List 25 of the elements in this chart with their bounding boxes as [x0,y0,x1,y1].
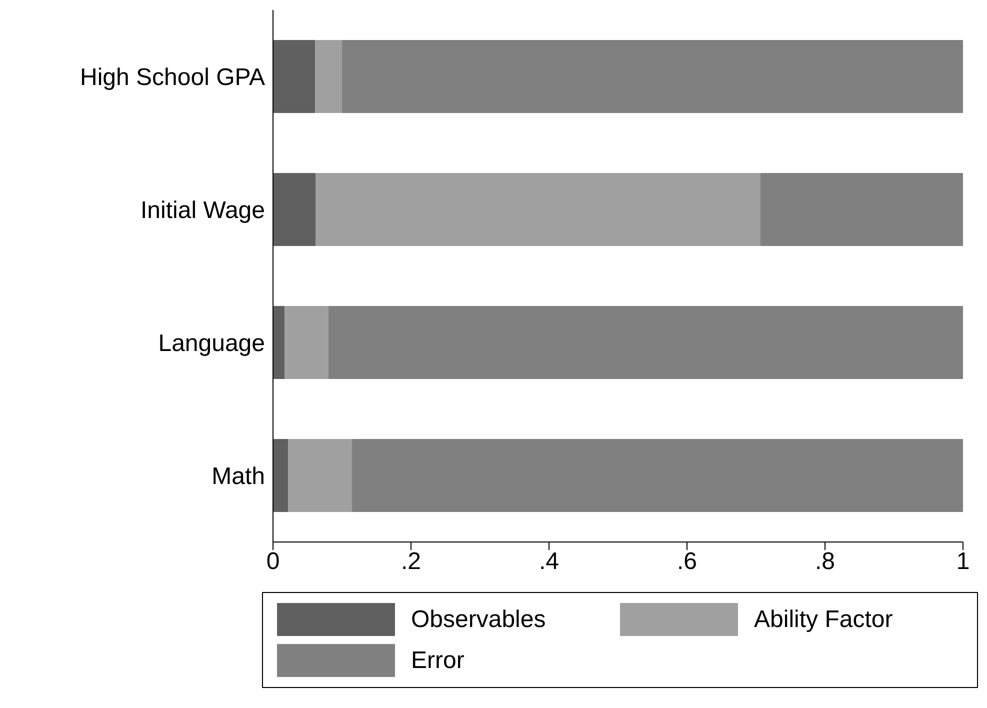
y-tick-label: Math [212,463,265,490]
bar [315,40,342,113]
bar [316,173,760,246]
bar [273,439,288,512]
bar [284,306,328,379]
legend-label: Ability Factor [754,606,893,634]
x-tick-label: .6 [676,548,698,576]
x-tick-label: .8 [814,548,836,576]
y-tick-label: Language [158,330,265,358]
bar [328,306,963,379]
bar [342,40,963,113]
x-tick-label: .4 [538,548,560,576]
bar [273,173,316,246]
y-tick-label: High School GPA [80,64,265,92]
legend-label: Observables [411,606,546,634]
x-tick-label: .2 [400,548,422,576]
y-tick-label: Initial Wage [140,197,265,224]
bar [352,439,963,512]
x-tick-label: 1 [956,548,970,576]
bar [273,306,285,379]
x-tick-label: 0 [266,548,280,576]
bar [273,40,316,113]
legend-label: Error [411,646,464,674]
bar [760,173,963,246]
bar [288,439,352,512]
